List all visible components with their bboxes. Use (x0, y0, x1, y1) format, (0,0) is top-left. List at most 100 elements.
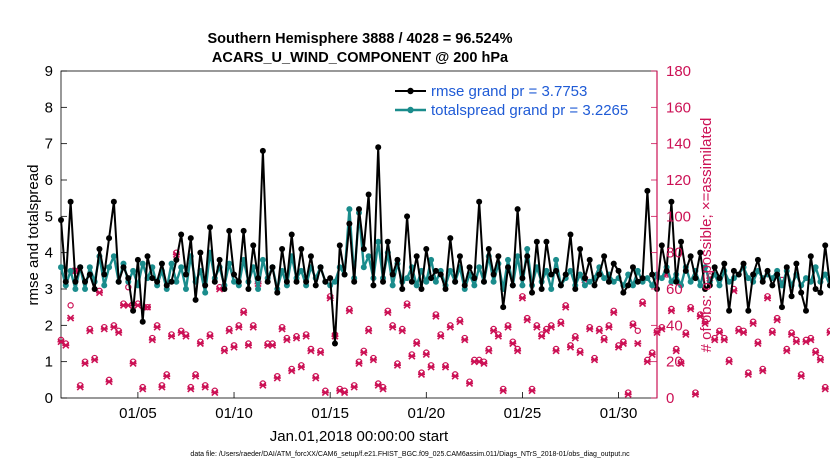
totalspread-point (82, 286, 89, 292)
obs-assimilated-point (494, 332, 502, 340)
obs-assimilated-point (321, 388, 329, 397)
rmse-point (538, 286, 545, 292)
rmse-point (428, 275, 435, 282)
obs-assimilated-point (292, 334, 301, 342)
obs-assimilated-point (273, 374, 281, 382)
obs-assimilated-point (206, 332, 214, 340)
x-tick-label: 01/10 (215, 405, 253, 422)
obs-assimilated-point (220, 347, 228, 355)
obs-assimilated-point (542, 327, 551, 335)
rmse-point (130, 307, 137, 314)
rmse-point (235, 278, 242, 285)
obs-assimilated-point (389, 323, 397, 331)
totalspread-point (86, 264, 93, 271)
rmse-point (110, 198, 117, 205)
totalspread-point (110, 253, 117, 260)
rmse-point (293, 278, 300, 285)
totalspread-point (360, 264, 367, 271)
y2-tick-label: 180 (666, 63, 691, 80)
rmse-point (269, 264, 276, 271)
rmse-point (149, 275, 156, 282)
obs-assimilated-point (115, 329, 123, 337)
obs-assimilated-point (413, 339, 421, 348)
obs-assimilated-point (393, 361, 402, 369)
totalspread-point (130, 267, 137, 274)
obs-assimilated-point (672, 347, 680, 355)
totalspread-point (678, 282, 685, 289)
rmse-point (480, 278, 487, 285)
totalspread-point (72, 286, 79, 292)
totalspread-point (231, 278, 238, 285)
rmse-point (192, 296, 199, 303)
rmse-point (634, 278, 641, 285)
rmse-point (322, 278, 329, 285)
obs-assimilated-point (437, 332, 445, 340)
obs-assimilated-point (403, 301, 411, 309)
rmse-point (413, 253, 420, 260)
obs-assimilated-point (374, 381, 382, 389)
obs-assimilated-point (134, 301, 142, 309)
obs-assimilated-point (552, 347, 560, 355)
obs-assimilated-point (129, 359, 137, 368)
totalspread-point (822, 271, 829, 278)
obs-assimilated-point (562, 303, 570, 311)
totalspread-point (668, 278, 675, 285)
rmse-point (706, 282, 713, 289)
obs-assimilated-point (566, 343, 575, 351)
rmse-point (759, 278, 766, 285)
rmse-point (86, 271, 93, 278)
totalspread-point (644, 275, 651, 282)
obs-assimilated-point (235, 323, 243, 331)
obs-assimilated-point (91, 356, 99, 364)
obs-assimilated-point (86, 327, 94, 335)
obs-assimilated-point (240, 309, 248, 317)
rmse-line (60, 146, 830, 345)
totalspread-point (182, 286, 189, 292)
obs-assimilated-point (196, 339, 204, 348)
rmse-point (663, 267, 670, 274)
rmse-point (370, 282, 377, 289)
rmse-point (115, 278, 122, 285)
obs-assimilated-point (648, 350, 656, 358)
rmse-point (702, 286, 709, 292)
rmse-point (447, 235, 454, 242)
obs-assimilated-point (682, 330, 690, 338)
rmse-point (553, 267, 560, 274)
obs-assimilated-point (533, 323, 541, 331)
rmse-point (562, 271, 569, 278)
obs-assimilated-point (297, 363, 305, 371)
totalspread-point (365, 253, 372, 260)
rmse-point (351, 278, 358, 285)
rmse-point (591, 282, 598, 289)
obs-assimilated-point (177, 329, 185, 337)
rmse-point (778, 304, 785, 311)
totalspread-point (476, 264, 483, 271)
obs-assimilated-point (249, 323, 257, 331)
obs-assimilated-point (816, 356, 824, 364)
rmse-point (687, 253, 694, 260)
obs-assimilated-point (485, 347, 493, 355)
y-tick-label: 7 (45, 136, 53, 153)
totalspread-point (726, 278, 733, 285)
obs-assimilated-point (384, 309, 392, 317)
totalspread-point (812, 264, 819, 271)
rmse-point (788, 293, 795, 300)
rmse-point (596, 271, 603, 278)
rmse-point (495, 253, 502, 260)
totalspread-point (375, 238, 382, 245)
obs-assimilated-point (158, 383, 166, 391)
totalspread-point (601, 275, 608, 282)
y2-tick-label: 100 (666, 208, 691, 225)
obs-assimilated-point (446, 323, 454, 331)
totalspread-point (331, 278, 338, 285)
obs-assimilated-point (658, 325, 666, 333)
obs-assimilated-point (739, 329, 748, 337)
y2-tick-label: 0 (666, 390, 674, 407)
rmse-point (139, 318, 146, 325)
rmse-point (783, 264, 790, 271)
rmse-point (432, 267, 439, 274)
totalspread-point (716, 282, 723, 289)
x-tick-label: 01/20 (408, 405, 446, 422)
rmse-point (476, 198, 483, 205)
rmse-point (605, 278, 612, 285)
